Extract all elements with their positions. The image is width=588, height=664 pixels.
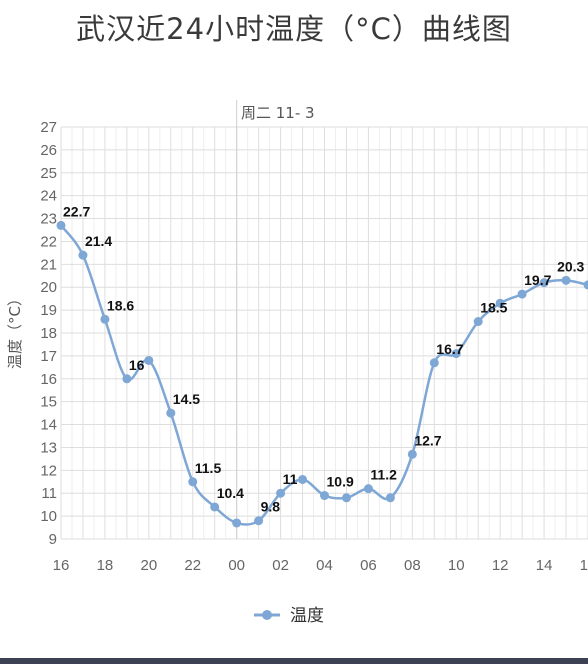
y-tick-label: 9 — [49, 531, 57, 548]
axes: 9 10 11 12 13 14 15 16 17 18 19 20 21 22 23 24 25 26 27 16 1… — [40, 119, 588, 574]
data-point — [583, 280, 588, 290]
legend[interactable]: 温度 — [254, 606, 324, 626]
data-point — [473, 317, 483, 327]
data-label: 9.8 — [261, 499, 281, 515]
y-tick-label: 11 — [41, 485, 57, 502]
y-tick-label: 27 — [40, 119, 57, 136]
y-tick-label: 14 — [40, 417, 57, 434]
grid — [60, 100, 588, 540]
data-label: 12.7 — [414, 432, 441, 448]
x-tick-label: 12 — [492, 557, 509, 574]
data-point — [385, 493, 395, 503]
data-point — [298, 474, 308, 484]
data-point — [539, 278, 549, 288]
data-point — [276, 488, 286, 498]
y-tick-label: 20 — [40, 279, 57, 296]
x-tick-label: 02 — [272, 557, 289, 574]
data-point — [122, 374, 132, 384]
y-tick-label: 24 — [40, 188, 57, 205]
data-point — [429, 358, 439, 368]
y-tick-label: 22 — [40, 233, 57, 250]
data-point — [144, 355, 154, 365]
data-label: 11 — [283, 471, 298, 487]
data-point — [232, 518, 242, 528]
data-label: 18.6 — [107, 297, 134, 313]
data-label: 11.5 — [195, 460, 222, 476]
data-label: 16 — [129, 357, 145, 373]
y-tick-label: 18 — [40, 325, 57, 342]
x-tick-label: 00 — [228, 557, 245, 574]
y-tick-label: 13 — [40, 439, 57, 456]
date-marker: 周二 11- 3 — [241, 104, 315, 122]
y-tick-label: 21 — [40, 256, 57, 273]
data-label: 18.5 — [480, 300, 507, 316]
data-point — [495, 298, 505, 308]
x-tick-label: 16 — [53, 557, 70, 574]
data-point — [166, 408, 176, 418]
data-label: 19.7 — [524, 272, 551, 288]
chart-title: 武汉近24小时温度（°C）曲线图 — [76, 12, 512, 46]
data-labels: 22.7 21.4 18.6 16 14.5 11.5 10.4 9.811 10.9 11.2 1… — [63, 203, 585, 514]
x-tick-label: 22 — [184, 557, 201, 574]
data-label: 21.4 — [85, 233, 112, 249]
y-tick-label: 10 — [40, 508, 57, 525]
data-point — [100, 314, 110, 324]
data-label: 20.3 — [557, 258, 584, 274]
x-tick-label: 20 — [140, 557, 157, 574]
data-label: 16.7 — [436, 341, 463, 357]
x-tick-label: 18 — [97, 557, 114, 574]
data-point — [78, 250, 88, 260]
x-tick-label: 10 — [448, 557, 465, 574]
x-tick-label: 06 — [360, 557, 377, 574]
y-tick-label: 23 — [40, 211, 57, 228]
data-point — [363, 484, 373, 494]
data-label: 14.5 — [173, 391, 200, 407]
data-point — [56, 220, 66, 230]
data-label: 11.2 — [370, 467, 397, 483]
x-tick-label: 14 — [536, 557, 553, 574]
y-tick-label: 16 — [40, 371, 57, 388]
y-tick-label: 17 — [40, 348, 57, 365]
data-point — [407, 449, 417, 459]
x-tick-label: 08 — [404, 557, 421, 574]
data-point — [320, 491, 329, 501]
data-point — [210, 502, 220, 512]
data-label: 10.4 — [217, 485, 244, 501]
bottom-bar — [0, 658, 588, 664]
data-point — [561, 275, 571, 285]
legend-marker — [262, 610, 272, 620]
data-point — [341, 493, 351, 503]
data-point — [188, 477, 198, 487]
series-layer — [56, 220, 588, 528]
y-tick-label: 25 — [40, 165, 57, 182]
data-label: 22.7 — [63, 203, 90, 219]
x-tick-label: 04 — [316, 557, 333, 574]
data-point — [517, 289, 527, 299]
legend-label: 温度 — [290, 606, 324, 626]
data-point — [451, 349, 461, 359]
data-point — [254, 516, 264, 526]
y-tick-label: 12 — [40, 462, 57, 479]
x-tick-label: 16 — [580, 557, 588, 574]
y-tick-label: 19 — [40, 302, 57, 319]
y-tick-label: 15 — [40, 394, 57, 411]
y-axis-title: 温度（°C） — [6, 291, 24, 369]
y-tick-label: 26 — [40, 142, 57, 159]
data-label: 10.9 — [327, 474, 354, 490]
